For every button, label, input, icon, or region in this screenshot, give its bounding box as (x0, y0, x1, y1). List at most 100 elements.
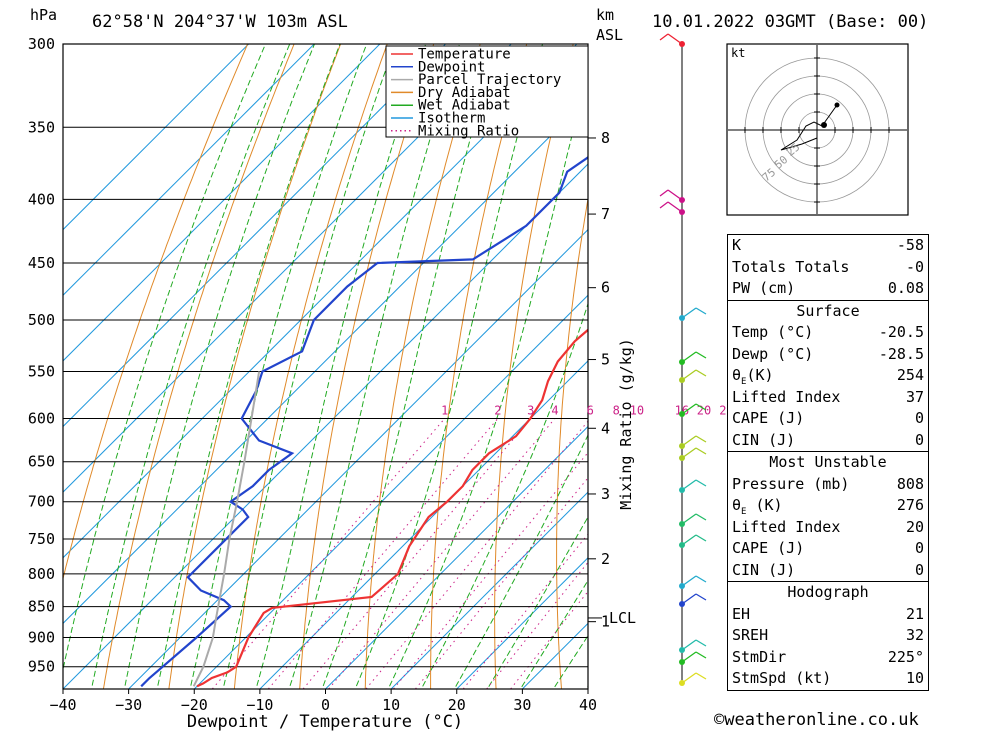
dry-adiabat-line (494, 44, 574, 689)
height-tick-label: 2 (601, 550, 610, 568)
most-unstable-block: Most Unstable Pressure (mb) 808 θE (K) 276… (728, 451, 928, 581)
hodograph-endpoint (834, 102, 840, 108)
wind-barb-flag (695, 672, 707, 680)
isotherm-lines (63, 44, 588, 689)
sreh-row: SREH 32 (732, 626, 924, 644)
temperature-tick-label: 0 (321, 696, 330, 714)
mixing-ratio-line (302, 418, 532, 689)
wind-barb-flag (695, 651, 707, 659)
wind-barb-staff (681, 435, 697, 447)
mixing-ratio-axis-label: Mixing Ratio (g/kg) (617, 338, 635, 510)
hodograph-storm-motion (821, 122, 827, 128)
temperature-line (196, 328, 588, 688)
legend-entry: Isotherm (418, 111, 485, 127)
isotherm-line (63, 44, 249, 231)
height-tick-label: 3 (601, 485, 610, 503)
mixing-ratio-line (211, 418, 446, 689)
mixing-ratio-line (267, 418, 499, 689)
isotherm-line (128, 228, 588, 689)
height-unit: km (596, 6, 614, 24)
temperature-tick-labels: −40 −30 −20 −10 0 10 20 30 40 (49, 689, 597, 714)
wind-barb-column (659, 33, 707, 686)
dry-adiabat-line (364, 44, 481, 689)
hodograph-stats-block: Hodograph EH 21 SREH 32 StmDir 225° StmSpd … (728, 581, 928, 690)
credit-link[interactable]: ©weatheronline.co.uk (714, 710, 919, 730)
eh-row: EH 21 (732, 604, 924, 623)
wind-barb-staff (667, 33, 683, 45)
pressure-tick-label: 350 (28, 118, 55, 136)
dry-adiabat-line (941, 44, 1000, 689)
temperature-tick-label: 20 (448, 696, 466, 714)
pressure-tick-label: 500 (28, 311, 55, 329)
temperature-tick-label: 30 (513, 696, 531, 714)
surface-title: Surface (796, 301, 860, 320)
pressure-tick-label: 750 (28, 530, 55, 548)
wind-barb-staff (681, 639, 697, 651)
dry-adiabat-line (233, 44, 388, 689)
wind-barb-staff (681, 403, 697, 415)
surface-theta-row: θE(K) 254 (732, 366, 924, 387)
wind-barb-staff (681, 369, 697, 381)
pressure-tick-label: 300 (28, 35, 55, 53)
mixing-ratio-label: 4 (551, 403, 558, 417)
isotherm-line (63, 44, 315, 296)
mixing-ratio-label: 3 (527, 403, 534, 417)
height-unit-asl: ASL (596, 26, 623, 44)
hodograph-unit: kt (731, 46, 745, 60)
wind-barb-staff (667, 189, 683, 201)
wind-barb-flag (695, 534, 707, 542)
indices-table: K -58 Totals Totals -0 PW (cm) 0.08 Surface… (727, 234, 929, 691)
mu-cin-row: CIN (J) 0 (732, 560, 924, 579)
wind-barb-staff (681, 575, 697, 587)
isotherm-line (63, 44, 446, 428)
wind-barb-flag (659, 33, 669, 41)
temperature-tick-label: −10 (246, 696, 273, 714)
legend-entry: Wet Adiabat (418, 98, 511, 114)
surface-cape-row: CAPE (J) 0 (732, 409, 924, 427)
plot-frame (62, 43, 589, 690)
wind-barb-staff (681, 593, 697, 605)
pressure-tick-label: 850 (28, 598, 55, 616)
surface-temp-row: Temp (°C) -20.5 (732, 323, 924, 341)
wind-barb-flag (695, 403, 707, 411)
pressure-unit: hPa (30, 6, 57, 24)
wind-barb-flag (695, 351, 707, 359)
parcel-trajectory-line (192, 371, 261, 687)
isotherm-line (63, 97, 588, 625)
height-tick-label: 6 (601, 279, 610, 297)
wind-barb-staff (681, 513, 697, 525)
wind-barb-flag (695, 479, 707, 487)
height-tick-label: 5 (601, 351, 610, 369)
wind-barb-flag (695, 369, 707, 377)
dry-adiabat-line (63, 44, 249, 581)
dry-adiabat-line (299, 44, 435, 689)
pressure-tick-label: 450 (28, 254, 55, 272)
surface-cin-row: CIN (J) 0 (732, 430, 924, 449)
wind-barb-staff (667, 201, 683, 213)
wind-barb-flag (695, 593, 707, 601)
dry-adiabat-line (556, 195, 588, 689)
dewpoint-line (140, 155, 588, 688)
temperature-tick-label: −40 (49, 696, 76, 714)
hodograph-stats-title: Hodograph (787, 583, 869, 601)
stmdir-row: StmDir 225° (732, 647, 924, 666)
x-axis-label: Dewpoint / Temperature (°C) (187, 712, 463, 732)
lcl-label: LCL (609, 609, 636, 627)
wind-barb-flag (695, 447, 707, 455)
pressure-tick-label: 800 (28, 565, 55, 583)
mu-pressure-row: Pressure (mb) 808 (732, 474, 924, 493)
isotherm-line (390, 491, 588, 689)
stmspd-row: StmSpd (kt) 10 (732, 669, 924, 687)
height-tick-label: 1 (601, 613, 610, 631)
legend-entry: Mixing Ratio (418, 123, 519, 139)
mixing-ratio-labels: 12346810162025 (441, 403, 734, 417)
pressure-tick-label: 550 (28, 362, 55, 380)
wind-barb-staff (681, 651, 697, 663)
isotherm-line (63, 44, 578, 559)
wind-barb-flag (695, 435, 707, 443)
surface-dewp-row: Dewp (°C) -28.5 (732, 344, 924, 363)
wet-adiabat-line (288, 44, 461, 689)
dry-adiabat-line (990, 44, 1000, 689)
